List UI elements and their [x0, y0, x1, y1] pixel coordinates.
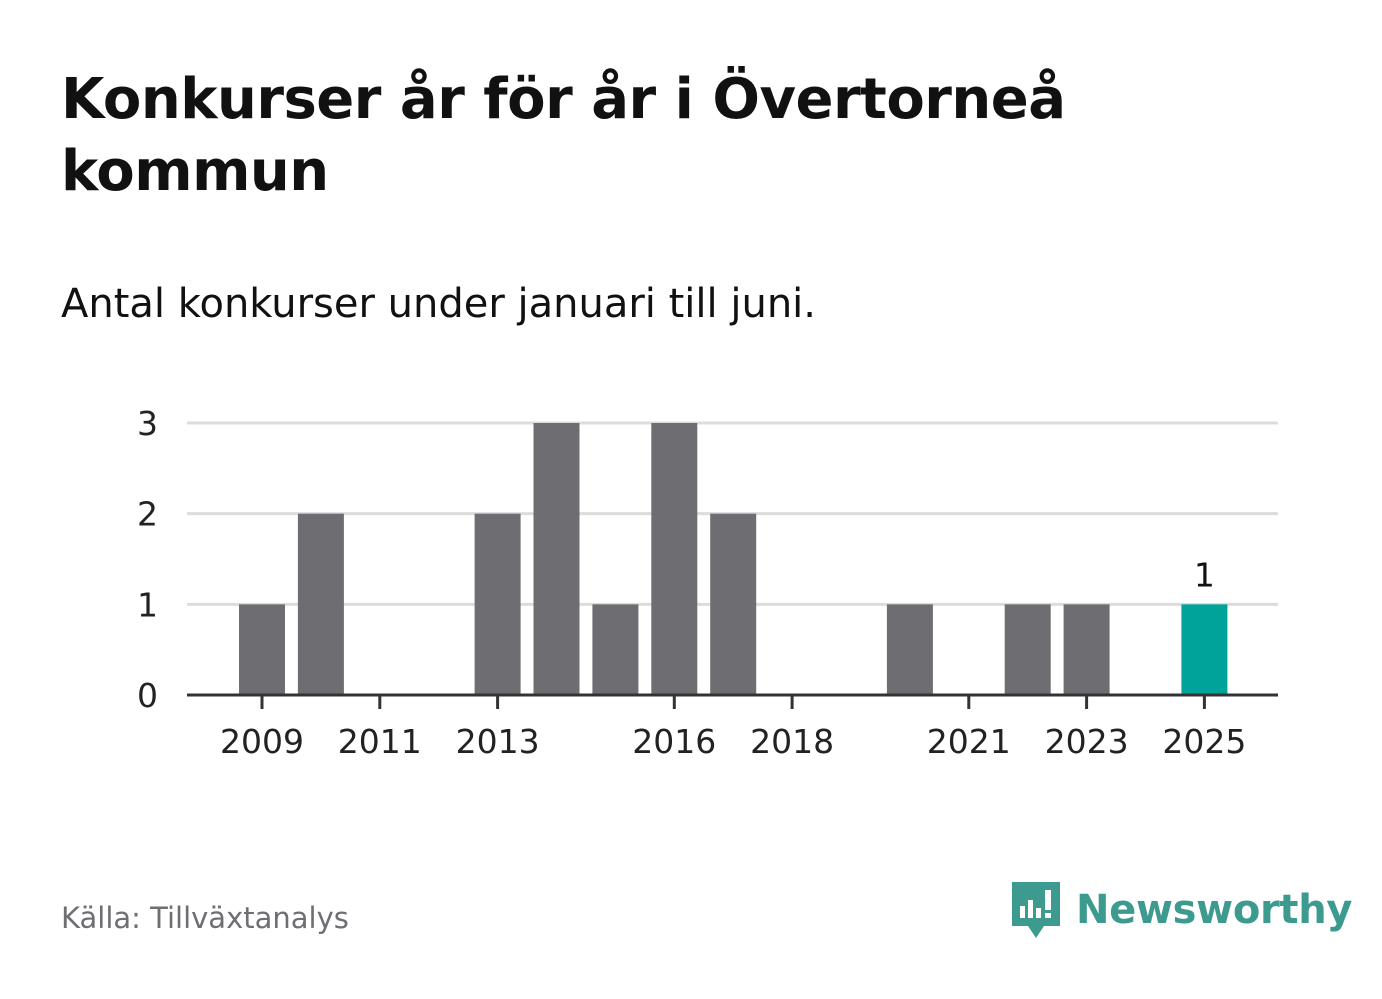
x-tick-label: 2018 — [750, 722, 834, 761]
bar — [533, 423, 580, 695]
chart-subtitle: Antal konkurser under januari till juni. — [61, 281, 816, 327]
x-tick-label: 2013 — [456, 722, 540, 761]
labels: 0 1 2 3 2009 2011 2013 2016 2018 2021 2023 2025 1 — [137, 404, 1246, 761]
bar — [592, 604, 639, 695]
newsworthy-logo-icon — [1012, 882, 1060, 938]
brand-name: Newsworthy — [1076, 887, 1353, 933]
chart-title: Konkurser år för år i Övertorneå kommun — [61, 67, 1066, 204]
bar — [710, 513, 757, 695]
bar — [886, 604, 933, 695]
y-tick-label: 3 — [137, 404, 158, 443]
bar — [1004, 604, 1051, 695]
bar — [651, 423, 698, 695]
y-tick-label: 0 — [137, 676, 158, 715]
x-tick-label: 2009 — [220, 722, 304, 761]
bars — [239, 423, 1228, 695]
y-tick-label: 2 — [137, 495, 158, 534]
bar — [1181, 604, 1228, 695]
axes — [187, 693, 1278, 709]
x-tick-label: 2025 — [1162, 722, 1246, 761]
bar — [474, 513, 521, 695]
x-tick-label: 2023 — [1045, 722, 1129, 761]
bar — [1063, 604, 1110, 695]
y-tick-label: 1 — [137, 585, 158, 624]
x-tick-label: 2011 — [338, 722, 422, 761]
bar — [239, 604, 285, 695]
brand-logo: Newsworthy — [1010, 878, 1353, 942]
data-label: 1 — [1194, 555, 1215, 594]
source-note: Källa: Tillväxtanalys — [61, 901, 349, 935]
x-tick-label: 2016 — [632, 722, 716, 761]
x-tick-label: 2021 — [927, 722, 1011, 761]
bar — [297, 513, 344, 695]
